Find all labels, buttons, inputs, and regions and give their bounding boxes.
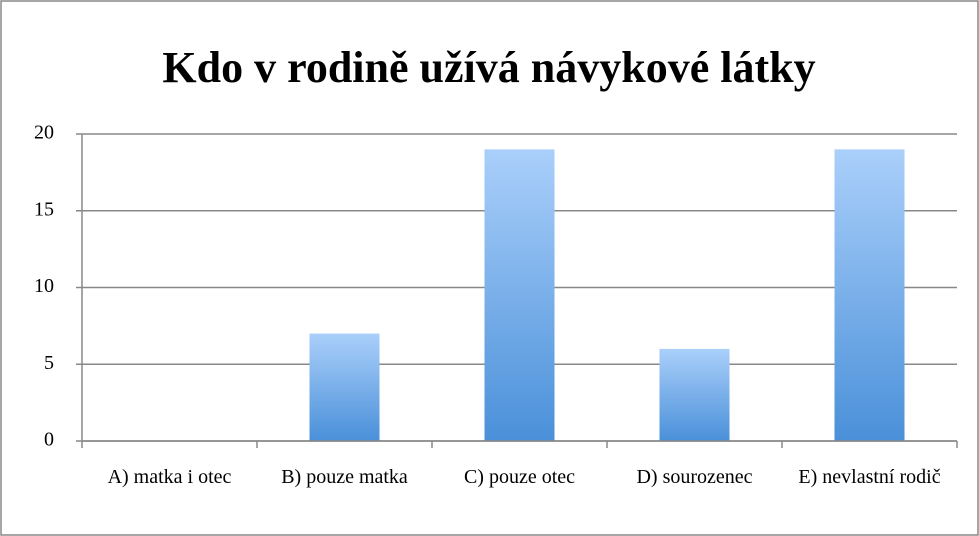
x-tick-label: B) pouze matka (281, 466, 408, 488)
x-tick-label: D) sourozenec (636, 466, 753, 488)
x-tick-label: A) matka i otec (107, 466, 232, 488)
bar (834, 149, 905, 441)
y-tick-label: 0 (44, 429, 54, 451)
bar (309, 333, 380, 441)
y-tick-label: 15 (34, 198, 54, 220)
bar (659, 348, 730, 441)
y-tick-label: 10 (34, 275, 54, 297)
chart-title: Kdo v rodině užívá návykové látky (162, 43, 815, 92)
y-tick-label: 5 (44, 352, 54, 374)
x-tick-label: C) pouze otec (463, 466, 576, 488)
bar (484, 149, 555, 441)
x-tick-label: E) nevlastní rodič (798, 466, 941, 488)
y-tick-label: 20 (34, 122, 54, 144)
